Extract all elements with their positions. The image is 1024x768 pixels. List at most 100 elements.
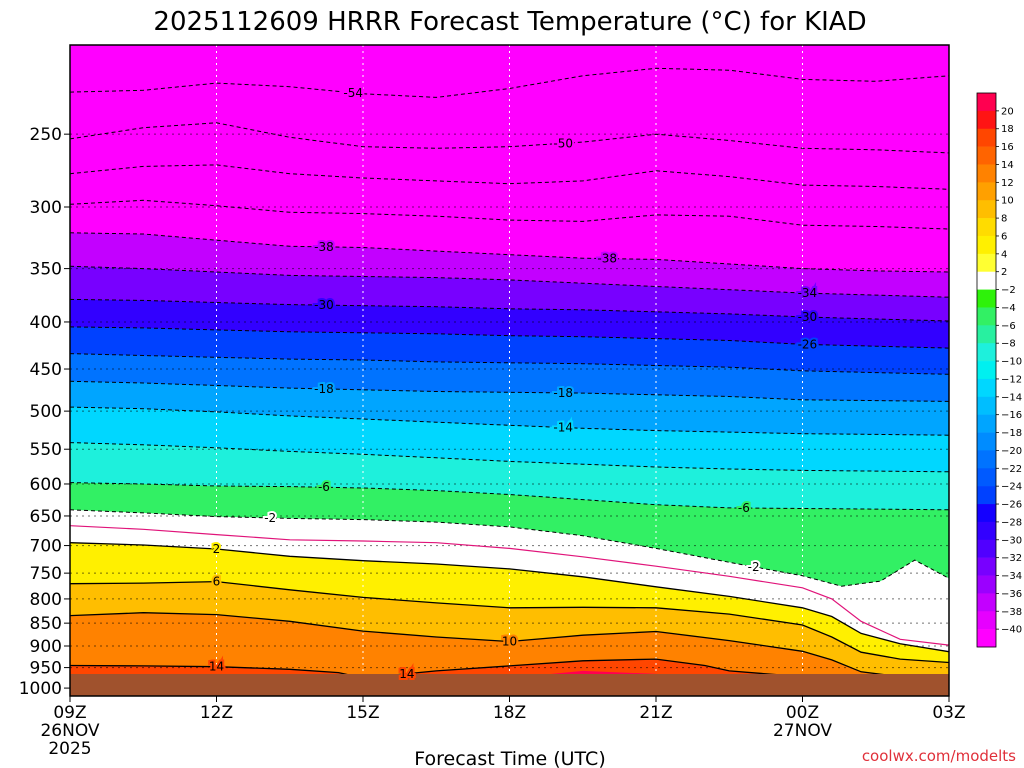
isotherm-label-6-0: 6 [213, 575, 221, 589]
colorbar-label-14: −10 [1001, 357, 1022, 368]
isotherm-2 [70, 542, 949, 653]
colorbar-swatch-9 [977, 253, 996, 273]
isotherm-label--2-0: -2 [264, 511, 276, 525]
colorbar-label-16: −14 [1001, 392, 1022, 403]
x-tick-label-18Z: 18Z [493, 703, 526, 723]
colorbar-label-25: −32 [1001, 553, 1022, 564]
colorbar-label-4: 12 [1001, 178, 1014, 189]
plot-area: -54-50-38-38-34-30-30-26-18 -18-14-6-6-2-… [69, 44, 950, 697]
colorbar-swatch-4 [977, 164, 996, 183]
isotherm-0 [70, 525, 949, 646]
colorbar-swatch-18 [977, 414, 996, 433]
y-tick-label-1000: 1000 [19, 679, 62, 699]
chart-title: 2025112609 HRRR Forecast Temperature (°C… [153, 7, 866, 37]
isotherm--46 [70, 164, 949, 190]
colorbar-swatch-2 [977, 128, 996, 147]
isotherm-10 [70, 612, 949, 681]
colorbar-label-21: −24 [1001, 482, 1022, 493]
colorbar-label-24: −30 [1001, 535, 1022, 546]
x-axis-title: Forecast Time (UTC) [414, 748, 605, 768]
colorbar-label-27: −36 [1001, 589, 1022, 600]
y-tick-label-700: 700 [30, 537, 62, 557]
colorbar-swatch-11 [977, 289, 996, 308]
y-tick-label-550: 550 [30, 440, 62, 460]
y-tick-label-600: 600 [30, 475, 62, 495]
colorbar-frame [976, 92, 997, 648]
colorbar-swatch-8 [977, 235, 996, 255]
isotherm-label--50-0: -50 [553, 136, 573, 150]
colorbar-swatch-5 [977, 182, 996, 201]
colorbar-label-13: −8 [1001, 339, 1016, 350]
colorbar-label-12: −6 [1001, 321, 1016, 332]
colorbar-label-5: 10 [1001, 196, 1014, 207]
colorbar-label-10: −2 [1001, 285, 1016, 296]
colorbar-swatch-1 [977, 110, 996, 130]
colorbar-swatch-6 [977, 200, 996, 219]
colorbar-swatch-29 [977, 611, 996, 630]
isotherm-label--6-0: -6 [318, 480, 330, 494]
isotherm-contours [70, 67, 949, 682]
y-tick-label-500: 500 [30, 402, 62, 422]
isotherm-6 [70, 580, 949, 664]
isotherm--2 [70, 509, 949, 587]
colorbar-swatch-24 [977, 521, 996, 541]
colorbar-label-17: −16 [1001, 410, 1022, 421]
y-tick-label-250: 250 [30, 125, 62, 145]
colorbar-swatch-16 [977, 378, 996, 398]
y-tick-label-800: 800 [30, 590, 62, 610]
colorbar-label-6: 8 [1001, 214, 1007, 225]
colorbar-swatch-25 [977, 539, 996, 558]
isotherm-label-14-1: 14 [399, 667, 414, 681]
colorbar-label-28: −38 [1001, 607, 1022, 618]
colorbar-swatch-10 [977, 271, 996, 290]
colorbar-label-7: 6 [1001, 231, 1007, 242]
isotherm-label--30-1: -30 [798, 310, 818, 324]
y-tick-label-450: 450 [30, 360, 62, 380]
isotherm-label--18-0: -18 [314, 382, 334, 396]
isotherm-label--2-1: -2 [748, 560, 760, 574]
colorbar-label-2: 16 [1001, 142, 1014, 153]
colorbar-swatch-15 [977, 361, 996, 380]
x-tick-label-03Z: 03Z [932, 703, 965, 723]
colorbar-label-20: −22 [1001, 464, 1022, 475]
colorbar-label-1: 18 [1001, 124, 1014, 135]
x-tick-date-09Z: 26NOV [40, 721, 99, 741]
colorbar-label-11: −4 [1001, 303, 1016, 314]
colorbar-label-22: −26 [1001, 500, 1022, 511]
colorbar-label-19: −20 [1001, 446, 1022, 457]
y-tick-label-300: 300 [30, 198, 62, 218]
x-tick-label-00Z: 00Z [786, 703, 819, 723]
colorbar-label-26: −34 [1001, 571, 1022, 582]
y-tick-label-350: 350 [30, 260, 62, 280]
colorbar-swatch-0 [977, 93, 996, 112]
colorbar-label-29: −40 [1001, 625, 1022, 636]
colorbar-swatch-23 [977, 504, 996, 523]
colorbar-swatch-14 [977, 343, 996, 362]
colorbar-swatch-30 [977, 629, 996, 648]
x-tick-label-15Z: 15Z [346, 703, 379, 723]
isotherm-label--26-0: -26 [798, 337, 818, 351]
y-tick-label-950: 950 [30, 659, 62, 679]
colorbar-swatch-26 [977, 557, 996, 576]
colorbar-swatch-28 [977, 593, 996, 612]
isotherm-label--54-0: -54 [343, 86, 363, 100]
y-tick-label-900: 900 [30, 637, 62, 657]
x-tick-label-21Z: 21Z [639, 703, 672, 723]
x-tick-year-09Z: 2025 [48, 739, 91, 759]
colorbar-swatch-12 [977, 307, 996, 326]
isotherm-label--6-1: -6 [738, 501, 750, 515]
isotherm--50 [70, 122, 949, 154]
y-tick-label-850: 850 [30, 614, 62, 634]
colorbar-label-3: 14 [1001, 160, 1014, 171]
isotherm-14 [70, 658, 852, 682]
isotherm-label--18-1: -18 [553, 386, 573, 400]
x-tick-label-12Z: 12Z [200, 703, 233, 723]
colorbar-label-15: −12 [1001, 374, 1022, 385]
colorbar-swatch-3 [977, 146, 996, 165]
x-tick-date-00Z: 27NOV [773, 721, 832, 741]
isotherm-label-10-0: 10 [502, 635, 517, 649]
ground-surface [70, 674, 949, 696]
colorbar-swatch-20 [977, 450, 996, 469]
